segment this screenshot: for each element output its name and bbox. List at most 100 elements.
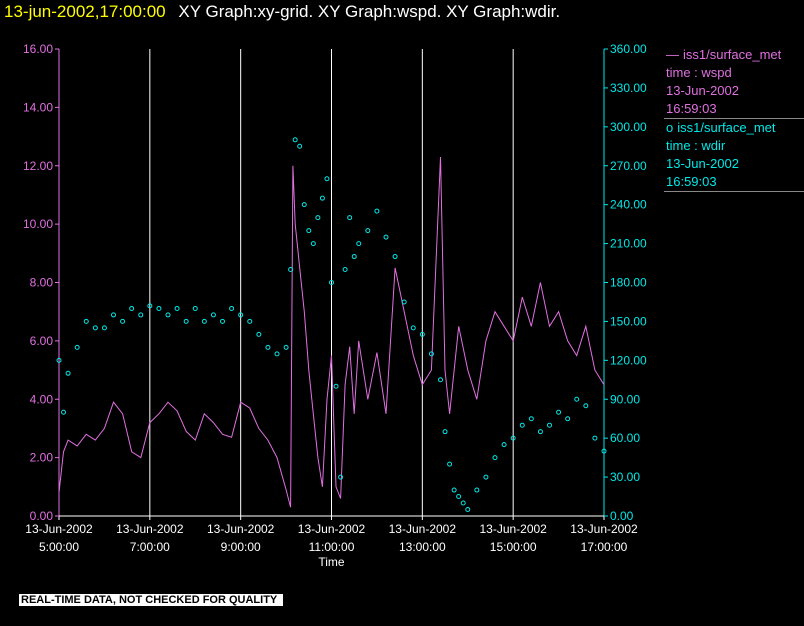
legend-source-text: iss1/surface_met (683, 47, 782, 62)
data-point-wdir (238, 312, 244, 318)
data-point-wdir (292, 137, 298, 143)
data-point-wdir (342, 267, 348, 273)
data-point-wdir (333, 383, 339, 389)
data-point-wdir (383, 234, 389, 240)
data-point-wdir (61, 409, 67, 415)
y-left-tick-label: 6.00 (30, 334, 54, 348)
data-point-wdir (492, 455, 498, 461)
data-point-wdir (220, 318, 225, 324)
data-point-wdir (547, 422, 552, 428)
data-point-wdir (129, 305, 135, 311)
data-point-wdir (297, 143, 303, 149)
data-point-wdir (537, 429, 543, 435)
y-right-tick-label: 270.00 (610, 159, 647, 173)
xy-graph-plot: 13-Jun-2002 5:00:00 13-Jun-2002 7:00:00 13-J… (23, 42, 647, 569)
data-point-wdir (315, 215, 321, 221)
y-left-tick-label: 12.00 (23, 159, 53, 173)
data-point-wdir (442, 429, 448, 435)
legend-source: — iss1/surface_met (666, 46, 804, 64)
x-tick-label-time: 11:00:00 (309, 540, 355, 554)
header-graph-titles: XY Graph:xy-grid. XY Graph:wspd. XY Grap… (178, 2, 561, 21)
y-left-tick-label: 0.00 (30, 509, 54, 523)
data-point-wdir (92, 325, 98, 331)
data-point-wdir (74, 344, 80, 350)
data-point-wdir (247, 318, 253, 324)
y-left-tick-label: 16.00 (23, 42, 53, 56)
data-point-wdir (338, 474, 344, 480)
y-right-tick-label: 120.00 (610, 353, 647, 367)
data-point-wdir (365, 228, 371, 234)
data-point-wdir (65, 370, 71, 376)
data-point-wdir (428, 351, 434, 357)
data-point-wdir (356, 241, 362, 247)
header-timestamp: 13-jun-2002,17:00:00 (4, 2, 166, 21)
x-tick-label-date: 13-Jun-2002 (298, 522, 366, 536)
data-point-wdir (438, 377, 443, 383)
legend-symbol: o (666, 120, 674, 135)
data-point-wdir (301, 202, 307, 208)
data-point-wdir (483, 474, 489, 480)
data-point-wdir (183, 318, 189, 324)
data-point-wdir (447, 461, 453, 467)
data-point-wdir (111, 312, 116, 318)
y-right-tick-label: 60.00 (610, 431, 640, 445)
data-point-wdir (174, 305, 180, 311)
data-point-wdir (474, 487, 480, 493)
data-point-wdir (147, 303, 153, 309)
x-tick-label-date: 13-Jun-2002 (479, 522, 547, 536)
data-point-wdir (288, 267, 294, 273)
y-left-tick-label: 2.00 (30, 451, 54, 465)
data-point-wdir (460, 500, 466, 506)
data-point-wdir (501, 442, 507, 448)
y-left-tick-label: 8.00 (30, 276, 54, 290)
legend-field: time : wdir (666, 138, 726, 153)
data-point-wdir (465, 507, 471, 513)
legend-symbol: — (666, 47, 679, 62)
data-point-wdir (56, 357, 62, 363)
y-left-tick-label: 4.00 (30, 392, 54, 406)
data-point-wdir (565, 416, 571, 422)
data-point-wdir (201, 318, 207, 324)
data-point-wdir (156, 305, 162, 311)
x-axis-label: Time (318, 555, 345, 569)
data-point-wdir (265, 344, 271, 350)
x-tick-label-time: 7:00:00 (130, 540, 170, 554)
data-point-wdir (319, 195, 325, 201)
legend-date: 13-Jun-2002 (666, 83, 739, 98)
data-point-wdir (601, 448, 607, 454)
data-point-wdir (83, 318, 89, 324)
x-tick-label-date: 13-Jun-2002 (116, 522, 184, 536)
data-point-wdir (451, 487, 457, 493)
legend-source: o iss1/surface_met (666, 119, 804, 137)
y-right-tick-label: 300.00 (610, 120, 647, 134)
data-point-wdir (351, 254, 357, 260)
data-point-wdir (274, 351, 280, 357)
data-point-wdir (456, 494, 462, 500)
data-point-wdir (592, 435, 598, 441)
legend-field: time : wspd (666, 65, 732, 80)
data-point-wdir (165, 312, 171, 318)
y-right-tick-label: 240.00 (610, 198, 647, 212)
data-point-wdir (192, 305, 198, 311)
data-point-wdir (574, 396, 580, 402)
legend-time: 16:59:03 (666, 101, 717, 116)
data-point-wdir (310, 241, 316, 247)
data-point-wdir (347, 215, 353, 221)
header-title-bar: 13-jun-2002,17:00:00 XY Graph:xy-grid. X… (4, 2, 560, 22)
data-point-wdir (583, 403, 589, 409)
y-left-tick-label: 14.00 (23, 100, 53, 114)
x-tick-label-time: 13:00:00 (399, 540, 446, 554)
data-point-wdir (410, 325, 416, 331)
data-point-wdir (510, 435, 516, 441)
data-point-wdir (210, 312, 216, 318)
series-line-wspd (58, 156, 605, 508)
data-point-wdir (419, 331, 425, 337)
y-right-tick-label: 150.00 (610, 314, 647, 328)
data-point-wdir (101, 325, 107, 331)
legend-time: 16:59:03 (666, 174, 717, 189)
legend-date: 13-Jun-2002 (666, 156, 739, 171)
y-right-tick-label: 0.00 (610, 509, 634, 523)
x-tick-label-date: 13-Jun-2002 (207, 522, 275, 536)
data-point-wdir (556, 409, 562, 415)
